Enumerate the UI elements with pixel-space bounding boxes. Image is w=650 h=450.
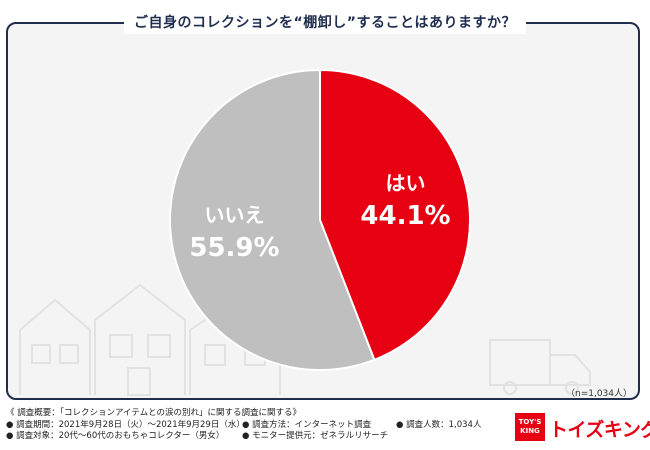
slice-yes-label: はい [386,171,426,195]
slice-no [169,68,376,371]
pie-chart [169,68,471,371]
survey-period: ● 調査期間：2021年9月28日（火）～2021年9月29日（水） [6,419,245,430]
survey-summary: 《 調査概要：「コレクションアイテムとの涙の別れ」に関する調査に関する》 ● 調… [6,408,506,443]
survey-provider: ● モニター提供元：ゼネラルリサーチ [242,431,389,441]
sample-size-note: （n=1,034人） [565,389,632,399]
slice-yes-value: 44.1% [360,201,450,231]
slice-no-value: 55.9% [189,233,279,263]
logo-text: トイズキング [549,419,650,441]
logo-badge: TOY'S KING [515,413,545,441]
pie-labels: はい 44.1% いいえ 55.9% [189,171,450,263]
survey-target: ● 調査対象：20代～60代のおもちゃコレクター（男女） [6,431,225,441]
survey-method: ● 調査方法：インターネット調査 [242,419,372,430]
survey-summary-title: 《 調査概要：「コレクションアイテムとの涙の別れ」に関する調査に関する》 [6,408,302,418]
slice-no-label: いいえ [204,203,264,227]
slice-yes [319,68,471,362]
survey-count: ● 調査人数：1,034人 [396,419,482,430]
chart-title: ご自身のコレクションを“棚卸し”することはありますか？ [124,10,526,34]
toys-king-logo: TOY'S KING トイズキング [515,413,650,441]
